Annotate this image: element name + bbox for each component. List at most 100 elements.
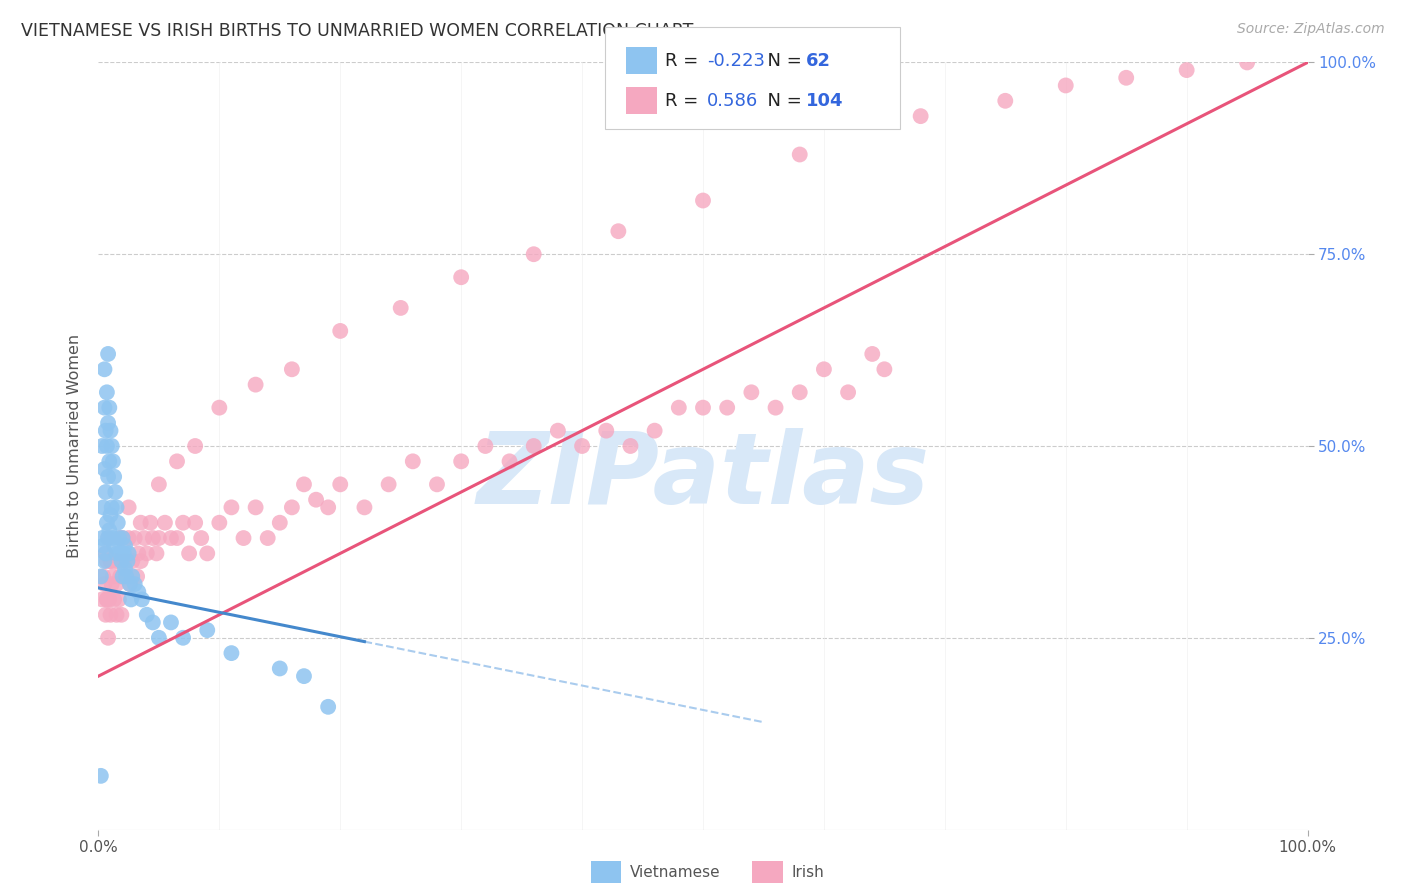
Point xyxy=(571,439,593,453)
Point xyxy=(389,301,412,315)
Point xyxy=(94,424,117,438)
Point xyxy=(166,454,188,468)
Point xyxy=(98,592,121,607)
Point xyxy=(716,401,738,415)
Point xyxy=(353,500,375,515)
Point xyxy=(120,592,142,607)
Text: 0.586: 0.586 xyxy=(707,92,758,110)
Point xyxy=(114,562,136,576)
Point xyxy=(269,661,291,675)
Point xyxy=(117,554,139,568)
Point xyxy=(115,569,138,583)
Point xyxy=(96,592,118,607)
Point xyxy=(114,539,136,553)
Point xyxy=(105,546,128,560)
Point xyxy=(245,500,267,515)
Point xyxy=(91,569,114,583)
Point xyxy=(98,524,121,538)
Point xyxy=(142,531,165,545)
Point xyxy=(994,94,1017,108)
Point xyxy=(91,539,114,553)
Point xyxy=(305,492,328,507)
Point xyxy=(108,592,131,607)
Point xyxy=(523,247,546,261)
Point xyxy=(118,546,141,560)
Point xyxy=(547,424,569,438)
Point xyxy=(111,531,134,545)
Point xyxy=(118,531,141,545)
Point xyxy=(595,424,617,438)
Point xyxy=(101,531,124,545)
Point xyxy=(135,546,157,560)
Point xyxy=(692,401,714,415)
Point xyxy=(789,147,811,161)
Point xyxy=(118,577,141,591)
Point xyxy=(91,531,114,545)
Point xyxy=(112,546,135,560)
Point xyxy=(96,439,118,453)
Point xyxy=(619,439,641,453)
Point xyxy=(100,577,122,591)
Point xyxy=(232,531,254,545)
Point xyxy=(110,554,132,568)
Point xyxy=(103,592,125,607)
Point xyxy=(1115,70,1137,85)
Point xyxy=(90,769,112,783)
Text: R =: R = xyxy=(665,92,710,110)
Text: Irish: Irish xyxy=(792,865,824,880)
Point xyxy=(90,569,112,583)
Point xyxy=(789,385,811,400)
Point xyxy=(740,385,762,400)
Point xyxy=(179,546,201,560)
Point xyxy=(94,546,117,560)
Point xyxy=(93,577,115,591)
Point xyxy=(426,477,449,491)
Point xyxy=(118,577,141,591)
Point xyxy=(450,270,472,285)
Point xyxy=(98,454,121,468)
Point xyxy=(172,631,194,645)
Text: Source: ZipAtlas.com: Source: ZipAtlas.com xyxy=(1237,22,1385,37)
Point xyxy=(607,224,630,238)
Point xyxy=(1175,63,1198,78)
Point xyxy=(1054,78,1077,93)
Point xyxy=(91,500,114,515)
Point xyxy=(108,569,131,583)
Point xyxy=(166,531,188,545)
Point xyxy=(110,607,132,622)
Point xyxy=(108,531,131,545)
Point xyxy=(105,577,128,591)
Point xyxy=(208,401,231,415)
Point xyxy=(195,623,218,637)
Point xyxy=(94,546,117,560)
Point xyxy=(135,607,157,622)
Point xyxy=(127,584,149,599)
Point xyxy=(121,554,143,568)
Point xyxy=(256,531,278,545)
Point xyxy=(765,401,787,415)
Text: ZIPatlas: ZIPatlas xyxy=(477,428,929,525)
Point xyxy=(668,401,690,415)
Point xyxy=(97,531,120,545)
Point xyxy=(104,554,127,568)
Point xyxy=(97,347,120,361)
Point xyxy=(281,500,304,515)
Point xyxy=(281,362,304,376)
Point xyxy=(127,569,149,583)
Point xyxy=(523,439,546,453)
Point xyxy=(97,631,120,645)
Point xyxy=(101,569,124,583)
Point xyxy=(377,477,399,491)
Point xyxy=(111,531,134,545)
Point xyxy=(139,516,162,530)
Point xyxy=(142,615,165,630)
Text: VIETNAMESE VS IRISH BIRTHS TO UNMARRIED WOMEN CORRELATION CHART: VIETNAMESE VS IRISH BIRTHS TO UNMARRIED … xyxy=(21,22,693,40)
Point xyxy=(145,546,167,560)
Point xyxy=(153,516,176,530)
Text: R =: R = xyxy=(665,52,704,70)
Text: 104: 104 xyxy=(806,92,844,110)
Point xyxy=(108,531,131,545)
Point xyxy=(316,500,339,515)
Point xyxy=(93,362,115,376)
Point xyxy=(107,516,129,530)
